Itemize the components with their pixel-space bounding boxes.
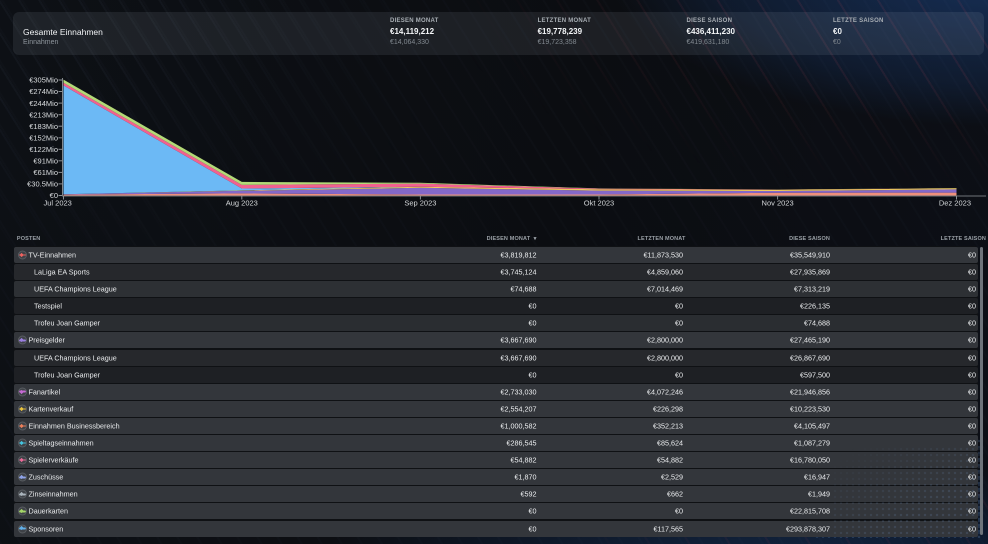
- svg-text:€183Mio: €183Mio: [29, 122, 58, 131]
- svg-text:Jul 2023: Jul 2023: [44, 199, 72, 208]
- svg-text:€0: €0: [50, 191, 58, 200]
- svg-text:Sep 2023: Sep 2023: [404, 199, 436, 208]
- svg-text:€244Mio: €244Mio: [29, 99, 58, 108]
- svg-text:Aug 2023: Aug 2023: [226, 199, 258, 208]
- svg-text:€152Mio: €152Mio: [29, 133, 58, 142]
- svg-text:€122Mio: €122Mio: [29, 145, 58, 154]
- svg-text:€91Mio: €91Mio: [33, 157, 58, 166]
- svg-text:€305Mio: €305Mio: [29, 76, 58, 85]
- svg-text:Okt 2023: Okt 2023: [584, 199, 614, 208]
- svg-text:€30.5Mio: €30.5Mio: [27, 180, 58, 189]
- svg-text:Dez 2023: Dez 2023: [939, 199, 971, 208]
- svg-text:Nov 2023: Nov 2023: [762, 199, 794, 208]
- svg-text:€274Mio: €274Mio: [29, 87, 58, 96]
- svg-text:€213Mio: €213Mio: [29, 110, 58, 119]
- svg-text:€61Mio: €61Mio: [33, 168, 58, 177]
